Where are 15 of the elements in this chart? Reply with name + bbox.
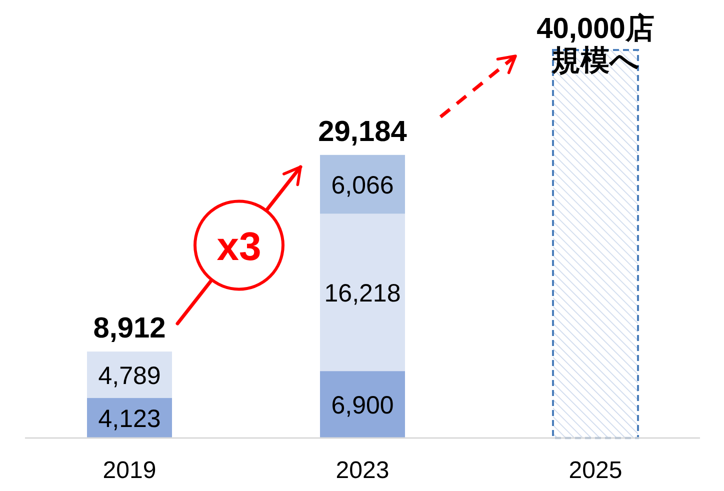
bar — [320, 214, 405, 372]
x-tick-label: 2025 — [568, 457, 622, 484]
annotation: x3 — [216, 225, 262, 270]
total-label: 8,912 — [93, 312, 166, 345]
data-label: 4,123 — [98, 405, 161, 434]
bar — [320, 154, 405, 214]
data-label: 6,900 — [331, 392, 394, 420]
total-label: 40,000店規模へ — [536, 12, 654, 77]
x-tick-label: 2023 — [336, 457, 390, 484]
data-label: 16,218 — [324, 279, 401, 308]
x-tick-label: 2019 — [102, 457, 156, 484]
bar — [320, 371, 405, 438]
data-label: 4,789 — [98, 362, 161, 390]
total-label: 29,184 — [318, 116, 407, 148]
data-label: 6,066 — [331, 171, 394, 200]
